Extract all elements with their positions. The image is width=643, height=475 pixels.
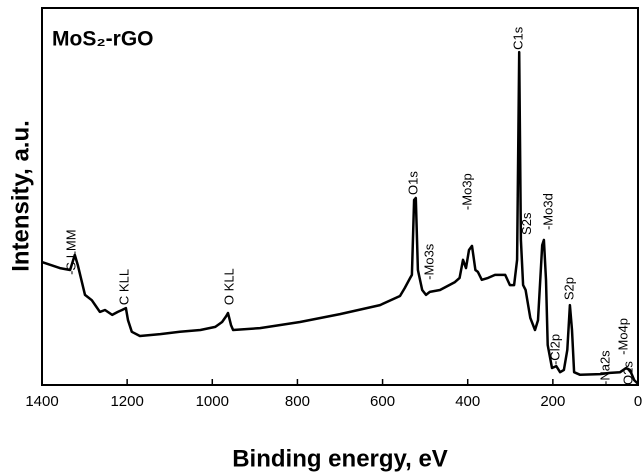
- x-tick-label: 200: [540, 393, 565, 410]
- peak-label: -Na2s: [598, 350, 613, 385]
- chart-title: MoS₂-rGO: [52, 28, 154, 51]
- peak-label: -S LMM: [64, 229, 79, 275]
- x-axis-title: Binding energy, eV: [232, 445, 448, 472]
- x-tick-label: 1000: [196, 393, 229, 410]
- peak-label: C1s: [511, 26, 526, 50]
- peak-label: -Mo3p: [460, 173, 475, 210]
- x-tick-label: 1200: [110, 393, 143, 410]
- peak-label: S2p: [561, 277, 576, 300]
- x-tick-label: 0: [634, 393, 642, 410]
- peak-label: S2s: [519, 212, 534, 235]
- peak-label: -Mo4p: [615, 318, 630, 355]
- peak-label: -Cl2p: [548, 334, 563, 365]
- peak-label: -Mo3d: [540, 193, 555, 230]
- peak-label: C KLL: [116, 269, 131, 305]
- peak-label: O1s: [406, 171, 421, 195]
- plot-frame: [41, 7, 639, 386]
- spectrum-line: [41, 50, 639, 385]
- peak-label: -Mo3s: [421, 243, 436, 280]
- x-tick-label: 400: [455, 393, 480, 410]
- x-tick-label: 800: [285, 393, 310, 410]
- x-tick-label: 1400: [25, 393, 58, 410]
- peak-label: O2s: [620, 361, 635, 385]
- x-tick-label: 600: [370, 393, 395, 410]
- y-axis-title: Intensity, a.u.: [7, 120, 34, 272]
- peak-label: O KLL: [222, 268, 237, 305]
